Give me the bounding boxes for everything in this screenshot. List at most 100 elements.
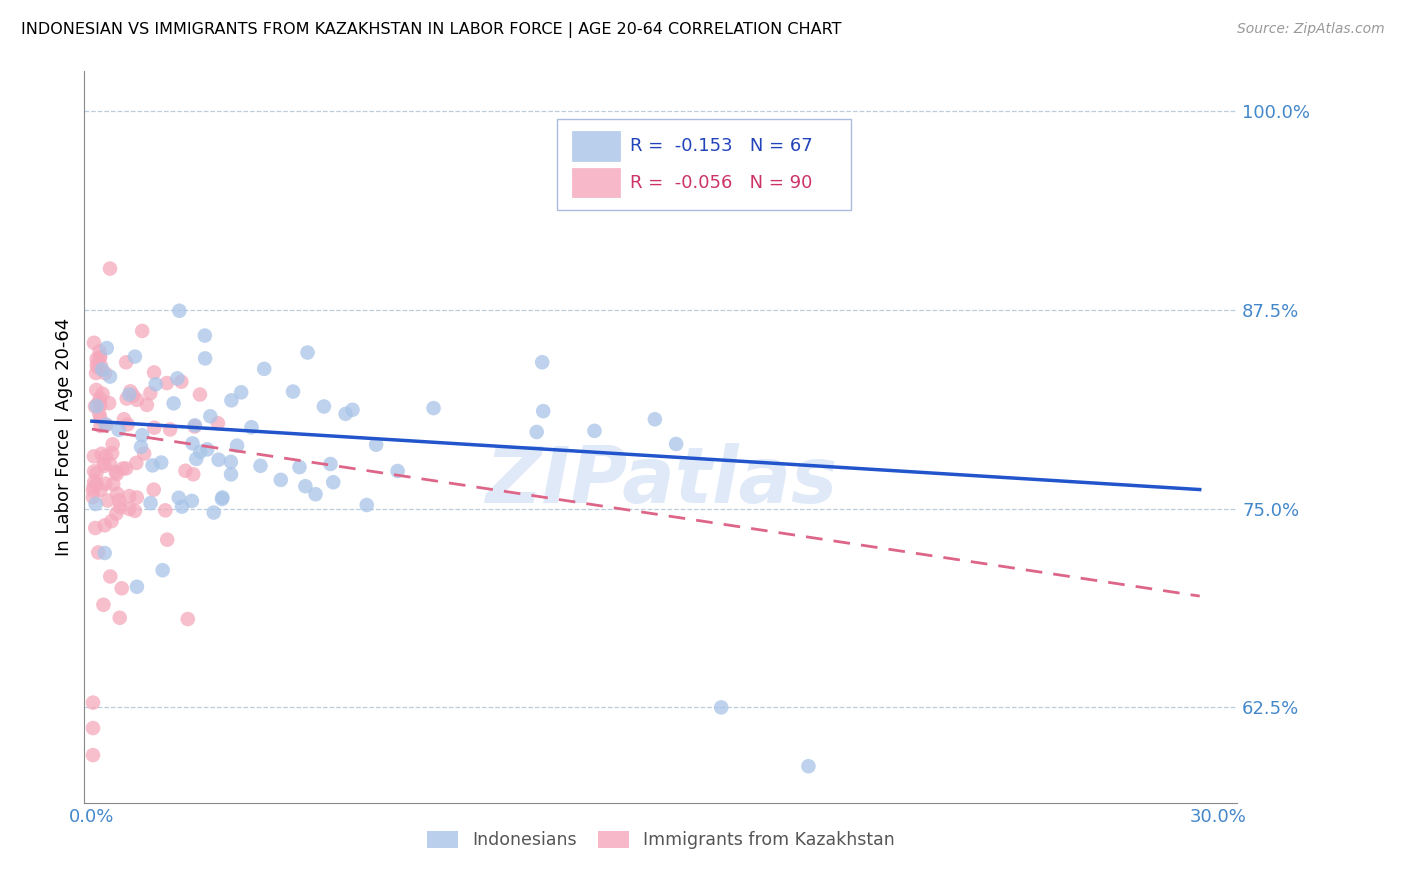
Point bbox=[91, 362, 114, 376]
Point bbox=[288, 460, 311, 475]
Point bbox=[86, 467, 108, 481]
Point bbox=[96, 341, 118, 355]
Point bbox=[83, 464, 105, 478]
Point bbox=[131, 324, 153, 338]
Point bbox=[89, 411, 111, 425]
Point bbox=[181, 436, 204, 450]
Point bbox=[84, 400, 107, 414]
Point bbox=[143, 366, 166, 380]
Point bbox=[181, 467, 204, 482]
Point bbox=[142, 483, 165, 497]
Point bbox=[207, 452, 229, 467]
Text: INDONESIAN VS IMMIGRANTS FROM KAZAKHSTAN IN LABOR FORCE | AGE 20-64 CORRELATION : INDONESIAN VS IMMIGRANTS FROM KAZAKHSTAN… bbox=[21, 22, 842, 38]
Point bbox=[226, 439, 249, 453]
Point bbox=[118, 489, 141, 503]
Point bbox=[159, 422, 181, 436]
Point bbox=[132, 446, 155, 460]
Point bbox=[183, 419, 205, 434]
Point bbox=[184, 418, 207, 433]
Point bbox=[322, 475, 344, 490]
Point bbox=[231, 385, 253, 400]
Point bbox=[207, 416, 229, 430]
Point bbox=[111, 582, 134, 596]
Point bbox=[82, 483, 104, 498]
Point bbox=[86, 351, 108, 366]
Point bbox=[281, 384, 304, 399]
Point bbox=[312, 400, 335, 414]
Point bbox=[240, 420, 263, 434]
Point bbox=[111, 461, 134, 475]
Point bbox=[270, 473, 292, 487]
Point bbox=[387, 464, 409, 478]
Point bbox=[84, 366, 107, 380]
Point bbox=[101, 437, 124, 451]
Point bbox=[84, 497, 107, 511]
Point bbox=[125, 456, 148, 470]
Point bbox=[82, 696, 104, 710]
Point bbox=[156, 533, 179, 547]
Point bbox=[84, 383, 107, 397]
Point bbox=[98, 369, 121, 384]
Point bbox=[297, 345, 319, 359]
Point bbox=[665, 437, 688, 451]
Point bbox=[118, 502, 141, 516]
Point bbox=[219, 455, 242, 469]
Point bbox=[100, 514, 122, 528]
FancyBboxPatch shape bbox=[557, 119, 851, 211]
Point bbox=[86, 476, 108, 491]
Legend: Indonesians, Immigrants from Kazakhstan: Indonesians, Immigrants from Kazakhstan bbox=[420, 824, 901, 856]
Point bbox=[108, 493, 131, 508]
Point bbox=[87, 545, 110, 559]
Point bbox=[91, 386, 114, 401]
Point bbox=[94, 476, 117, 491]
Point bbox=[319, 457, 342, 471]
Point bbox=[167, 491, 190, 505]
Point bbox=[93, 458, 115, 473]
Point bbox=[139, 496, 162, 510]
Point bbox=[98, 396, 121, 410]
FancyBboxPatch shape bbox=[572, 131, 620, 161]
Point bbox=[221, 393, 243, 408]
Point bbox=[177, 612, 200, 626]
Point bbox=[141, 458, 163, 473]
Point bbox=[211, 491, 233, 505]
Point bbox=[335, 407, 357, 421]
Point bbox=[89, 344, 111, 359]
Point bbox=[89, 398, 111, 412]
Point bbox=[86, 360, 108, 375]
Y-axis label: In Labor Force | Age 20-64: In Labor Force | Age 20-64 bbox=[55, 318, 73, 557]
Point bbox=[105, 467, 128, 481]
Point bbox=[96, 493, 118, 508]
Point bbox=[98, 569, 121, 583]
Point bbox=[200, 409, 222, 424]
Point bbox=[150, 456, 173, 470]
Point bbox=[194, 351, 217, 366]
Point bbox=[86, 358, 108, 372]
Point bbox=[188, 387, 211, 401]
Point bbox=[166, 371, 188, 385]
Point bbox=[249, 458, 271, 473]
Point bbox=[82, 721, 104, 735]
Text: R =  -0.056   N = 90: R = -0.056 N = 90 bbox=[630, 174, 813, 192]
Point bbox=[644, 412, 666, 426]
Point bbox=[219, 467, 242, 482]
Point bbox=[526, 425, 548, 439]
Point bbox=[83, 480, 105, 494]
Point bbox=[342, 402, 364, 417]
Point bbox=[89, 483, 111, 497]
Point bbox=[93, 546, 115, 560]
Point bbox=[170, 500, 193, 514]
Point bbox=[105, 507, 128, 521]
Point bbox=[107, 423, 129, 437]
Point bbox=[139, 386, 162, 401]
Point bbox=[83, 450, 105, 464]
Point bbox=[118, 387, 141, 401]
Point bbox=[115, 461, 138, 475]
Point bbox=[170, 375, 193, 389]
Point bbox=[356, 498, 378, 512]
Point bbox=[115, 392, 138, 406]
Point bbox=[83, 475, 105, 489]
Point bbox=[125, 580, 148, 594]
Point bbox=[93, 518, 115, 533]
Point bbox=[186, 451, 208, 466]
